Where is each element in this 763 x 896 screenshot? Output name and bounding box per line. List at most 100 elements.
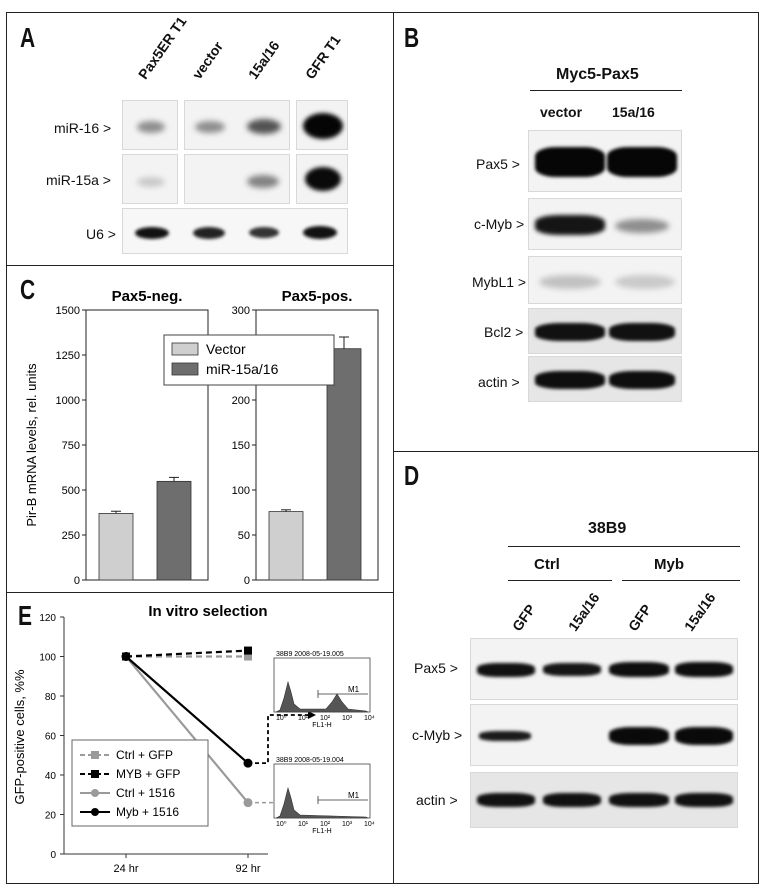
panel-b-row-mybl1: MybL1 >: [472, 274, 527, 290]
panel-d-group-ctrl: Ctrl: [534, 556, 560, 573]
blot-a-mir15a-right: [296, 154, 348, 204]
y-tick-label-left: 250: [62, 530, 80, 542]
panel-a-row-mir16: miR-16 >: [54, 120, 112, 136]
y-tick-label: 120: [39, 613, 56, 624]
chart-title: In vitro selection: [148, 603, 267, 620]
blot-a-mir16-right: [296, 100, 348, 150]
panel-e-frame: [6, 592, 394, 884]
panel-a-row-u6: U6 >: [86, 226, 116, 242]
blot-d-pax5: [470, 638, 738, 700]
panel-letter-d: D: [404, 460, 420, 491]
x-tick-label: 92 hr: [235, 863, 260, 875]
series-marker-1-1: [244, 646, 252, 655]
panel-b-row-pax5: Pax5 >: [476, 156, 520, 172]
histogram-title-1: 38B9 2008-05-19.004: [276, 757, 344, 764]
legend-swatch-1: [171, 362, 199, 376]
y-tick-label-left: 500: [62, 485, 80, 497]
blot-a-mir16-mid: [184, 100, 290, 150]
y-tick-label: 40: [45, 771, 57, 782]
legend-label-2: Ctrl + 1516: [116, 786, 175, 800]
y-tick-label-right: 300: [232, 305, 250, 317]
panel-b-lane-15a16: 15a/16: [612, 104, 655, 120]
panel-d-cell-line: 38B9: [588, 520, 627, 537]
y-tick-label: 0: [50, 850, 56, 861]
panel-letter-c: C: [20, 274, 36, 305]
panel-letter-b: B: [404, 22, 420, 53]
legend-label-3: Myb + 1516: [116, 805, 179, 819]
blot-b-mybl1: [528, 256, 682, 304]
histogram-tick-1: 10⁴: [364, 821, 375, 828]
histogram-gate-label-0: M1: [348, 685, 360, 694]
blot-b-actin: [528, 356, 682, 402]
chart-title-left: Pax5-neg.: [112, 288, 183, 305]
bar-left-0: [98, 512, 134, 581]
histogram-trace-0: [275, 680, 369, 713]
y-tick-label-left: 1250: [56, 350, 80, 362]
y-tick-label-right: 200: [232, 395, 250, 407]
panel-d-cell-line-underline: [508, 546, 740, 547]
panel-d-row-actin: actin >: [416, 792, 458, 808]
legend-label-1: miR-15a/16: [206, 361, 279, 377]
legend-label-1: MYB + GFP: [116, 767, 180, 781]
histogram-0: 38B9 2008-05-19.005 M1 10⁰ 10¹ 10² 10³ 10⁴ FL1-…: [273, 651, 375, 729]
connector-myb: [248, 714, 308, 765]
legend-marker-3: [91, 808, 99, 816]
legend-box: [163, 334, 335, 386]
panel-d-row-cmyb: c-Myb >: [412, 727, 463, 743]
blot-d-actin: [470, 772, 738, 828]
legend: Vector miR-15a/16: [163, 334, 335, 386]
histogram-title-0: 38B9 2008-05-19.005: [276, 651, 344, 658]
histogram-gate-label-1: M1: [348, 791, 360, 800]
panel-letter-a: A: [20, 22, 36, 53]
legend-marker-0: [91, 751, 99, 759]
connector-myb-arrow: [308, 711, 316, 719]
panel-e-chart: In vitro selection 0 20 40 60 80 100 120 24 hr 92…: [12, 603, 375, 875]
histogram-tick-0: 10⁴: [364, 715, 375, 722]
panel-b-title-underline: [530, 90, 682, 91]
legend-label-0: Vector: [206, 341, 246, 357]
y-tick-label-right: 0: [244, 575, 250, 587]
histogram-xlabel-1: FL1-H: [312, 828, 331, 835]
panel-b-lane-vector: vector: [540, 104, 583, 120]
y-tick-label-left: 750: [62, 440, 80, 452]
legend-label-0: Ctrl + GFP: [116, 748, 173, 762]
panel-b-title: Myc5-Pax5: [556, 66, 639, 83]
y-axis-label: GFP-positive cells, %%: [12, 669, 27, 805]
bar-left-1: [156, 480, 192, 581]
series-line-2: [125, 655, 249, 804]
panel-b-row-actin: actin >: [478, 374, 520, 390]
y-axis-label: Pir-B mRNA levels, rel. units: [24, 363, 39, 527]
series-line-3: [125, 655, 249, 764]
legend: Ctrl + GFP MYB + GFP Ctrl + 1516 Myb + 1516: [71, 739, 209, 827]
blot-b-cmyb: [528, 198, 682, 250]
histogram-tick-1: 10⁰: [276, 820, 287, 828]
blot-b-bcl2: [528, 308, 682, 354]
panel-b-row-cmyb: c-Myb >: [474, 216, 525, 232]
series-marker-0-1: [244, 652, 252, 661]
histogram-tick-0: 10⁰: [276, 714, 287, 722]
histogram-tick-0: 10²: [320, 715, 331, 722]
blot-a-mir15a-mid: [184, 154, 290, 204]
blot-d-cmyb: [470, 704, 738, 766]
blot-a-u6: [122, 208, 348, 254]
blot-a-mir16-left: [122, 100, 178, 150]
histogram-tick-0: 10¹: [298, 715, 309, 722]
series-marker-3-0: [121, 652, 131, 661]
y-tick-label: 80: [45, 692, 57, 703]
y-tick-label: 100: [39, 653, 56, 664]
chart-title-right: Pax5-pos.: [282, 288, 353, 305]
legend-marker-2: [91, 789, 99, 797]
panel-a-row-mir15a: miR-15a >: [46, 172, 111, 188]
y-tick-label-right: 100: [232, 485, 250, 497]
legend-marker-1: [91, 770, 99, 778]
legend-swatch-0: [171, 342, 199, 356]
histogram-tick-1: 10²: [320, 821, 331, 828]
histogram-tick-0: 10³: [342, 715, 353, 722]
blot-b-pax5: [528, 130, 682, 192]
bar-right-1: [326, 348, 362, 581]
series-line-1: [125, 649, 249, 658]
y-tick-label: 60: [45, 732, 57, 743]
histogram-xlabel-0: FL1-H: [312, 722, 331, 729]
y-tick-label-right: 150: [232, 440, 250, 452]
panel-letter-e: E: [18, 600, 33, 631]
